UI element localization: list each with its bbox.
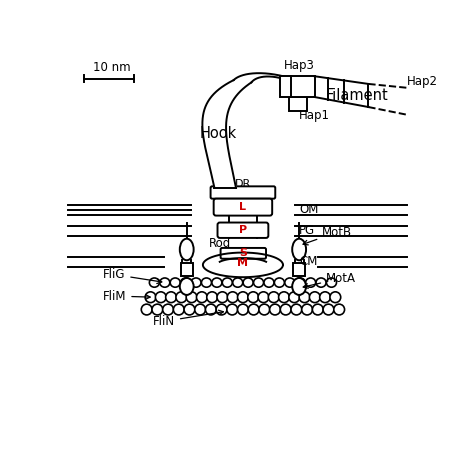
Ellipse shape [181,278,191,287]
Ellipse shape [268,292,279,303]
Ellipse shape [196,292,207,303]
Ellipse shape [299,292,310,303]
FancyBboxPatch shape [220,248,266,259]
Text: Hap3: Hap3 [284,60,315,73]
Ellipse shape [237,292,248,303]
Text: CM: CM [299,255,318,268]
Ellipse shape [176,292,187,303]
Text: S: S [239,249,247,258]
Ellipse shape [289,292,300,303]
Ellipse shape [264,278,274,287]
Ellipse shape [259,304,270,315]
Ellipse shape [292,278,306,295]
Ellipse shape [302,304,312,315]
Ellipse shape [280,304,291,315]
Ellipse shape [180,239,194,260]
Ellipse shape [243,278,253,287]
Ellipse shape [180,278,194,295]
Bar [289,97,307,111]
Ellipse shape [160,278,170,287]
Text: MotA: MotA [303,272,356,288]
Ellipse shape [237,304,248,315]
Ellipse shape [145,292,156,303]
Ellipse shape [258,292,269,303]
Ellipse shape [141,304,152,315]
Text: DR: DR [235,179,251,189]
Ellipse shape [248,304,259,315]
Ellipse shape [323,304,334,315]
Ellipse shape [216,304,227,315]
Bar [280,76,315,97]
Ellipse shape [330,292,341,303]
Ellipse shape [184,304,195,315]
Polygon shape [202,73,302,188]
Ellipse shape [291,304,302,315]
Text: M: M [237,258,248,268]
Ellipse shape [212,278,222,287]
Ellipse shape [270,304,281,315]
Ellipse shape [295,278,305,287]
Ellipse shape [155,292,166,303]
Ellipse shape [163,304,173,315]
Ellipse shape [319,292,330,303]
Text: Hook: Hook [200,127,237,141]
Ellipse shape [316,278,326,287]
Bar [181,262,193,276]
Text: FliG: FliG [103,268,162,284]
Ellipse shape [186,292,197,303]
Polygon shape [203,253,283,277]
Ellipse shape [306,278,316,287]
Text: P: P [239,225,247,235]
FancyBboxPatch shape [210,186,275,199]
Bar [293,262,305,276]
FancyBboxPatch shape [214,199,272,216]
Ellipse shape [195,304,206,315]
Ellipse shape [279,292,290,303]
Ellipse shape [254,278,264,287]
Ellipse shape [248,292,259,303]
Ellipse shape [285,278,295,287]
Ellipse shape [227,304,237,315]
Ellipse shape [227,292,238,303]
Ellipse shape [152,304,163,315]
Ellipse shape [310,292,320,303]
Ellipse shape [312,304,323,315]
Text: Rod: Rod [209,237,231,250]
Text: 10 nm: 10 nm [93,61,130,74]
Ellipse shape [327,278,337,287]
Ellipse shape [166,292,176,303]
Ellipse shape [191,278,201,287]
Ellipse shape [334,304,345,315]
Ellipse shape [205,304,216,315]
Text: FliN: FliN [153,310,223,328]
Text: PG: PG [299,225,315,237]
Text: OM: OM [299,203,319,216]
Ellipse shape [222,278,232,287]
Ellipse shape [233,278,243,287]
FancyBboxPatch shape [218,223,268,238]
Text: FliM: FliM [103,290,150,303]
Text: Filament: Filament [326,88,388,103]
Ellipse shape [170,278,180,287]
Text: Hap1: Hap1 [299,109,330,122]
Ellipse shape [207,292,218,303]
Ellipse shape [217,292,228,303]
Ellipse shape [173,304,184,315]
Ellipse shape [292,239,306,260]
Ellipse shape [149,278,159,287]
Ellipse shape [201,278,211,287]
Ellipse shape [274,278,284,287]
Text: Hap2: Hap2 [407,75,438,88]
Text: L: L [239,202,246,212]
Text: MotB: MotB [303,225,352,245]
